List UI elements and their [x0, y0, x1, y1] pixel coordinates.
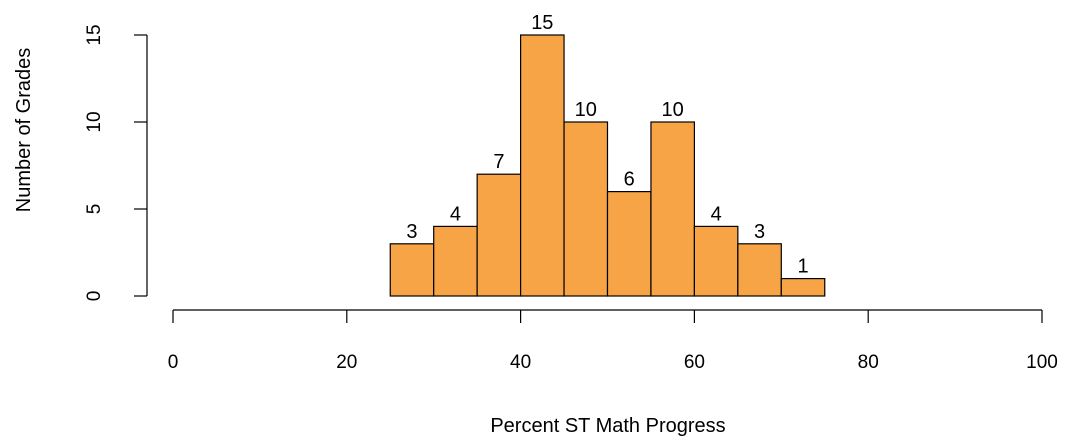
bar-value-label: 3 [406, 221, 417, 243]
y-tick-label: 15 [84, 24, 105, 45]
x-axis-title: Percent ST Math Progress [490, 415, 725, 437]
x-tick-label: 100 [1026, 352, 1058, 373]
y-axis-title: Number of Grades [13, 48, 35, 213]
x-tick-label: 60 [684, 352, 705, 373]
bar-value-label: 10 [662, 99, 684, 121]
x-axis: 0 20 40 60 80 100 [168, 309, 1058, 373]
histogram-bar [780, 278, 826, 297]
bar-value-label: 6 [624, 169, 635, 191]
bar-value-label: 15 [531, 12, 553, 34]
histogram-bar [737, 243, 782, 297]
histogram-bar [433, 225, 478, 297]
histogram-bar [519, 34, 565, 297]
bar-value-label: 4 [711, 203, 722, 225]
y-tick-label: 5 [84, 204, 105, 215]
x-tick-label: 20 [336, 352, 357, 373]
x-tick-label: 80 [858, 352, 879, 373]
histogram-bar [476, 173, 522, 297]
x-tick-label: 40 [510, 352, 531, 373]
y-axis: 0 5 10 15 [84, 24, 148, 302]
y-tick-label: 0 [84, 291, 105, 302]
histogram-bar [693, 225, 739, 297]
histogram-bar [606, 191, 652, 297]
y-tick-label: 10 [84, 111, 105, 132]
histogram-bars [389, 34, 826, 297]
bar-value-label: 4 [450, 203, 461, 225]
bar-value-label: 1 [797, 256, 808, 278]
bar-value-labels: 3 4 7 15 10 6 10 4 3 1 [406, 12, 808, 278]
histogram-bar [389, 243, 435, 297]
x-tick-label: 0 [168, 352, 179, 373]
histogram-bar [650, 121, 696, 297]
bar-value-label: 3 [754, 221, 765, 243]
bar-value-label: 7 [493, 151, 504, 173]
bar-value-label: 10 [575, 99, 597, 121]
histogram-bar [563, 121, 609, 297]
